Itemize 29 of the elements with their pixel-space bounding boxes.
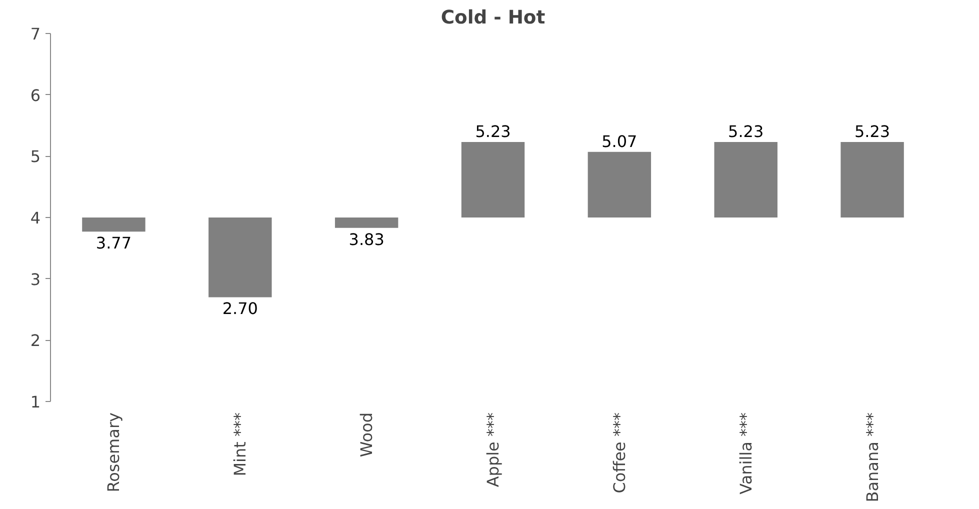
data-label: 3.77 xyxy=(96,234,132,253)
x-tick-label: Vanilla *** xyxy=(736,412,756,494)
data-label: 3.83 xyxy=(348,230,384,249)
bar xyxy=(208,218,272,298)
y-tick-label: 4 xyxy=(30,208,41,228)
bar xyxy=(334,218,398,228)
y-tick-label: 1 xyxy=(30,392,41,412)
bar xyxy=(714,142,778,218)
bar xyxy=(461,142,525,218)
data-label: 2.70 xyxy=(222,299,258,318)
y-tick-label: 5 xyxy=(30,147,41,166)
y-tick-label: 2 xyxy=(30,331,41,350)
x-tick-label: Coffee *** xyxy=(610,412,629,494)
x-tick-label: Banana *** xyxy=(862,412,882,502)
y-tick-label: 3 xyxy=(30,270,41,289)
data-label: 5.23 xyxy=(854,122,890,142)
x-tick-label: Mint *** xyxy=(230,412,250,476)
data-label: 5.23 xyxy=(475,122,511,142)
bar xyxy=(82,218,146,232)
bar xyxy=(840,142,904,218)
x-tick-label: Rosemary xyxy=(104,412,124,492)
x-tick-label: Wood xyxy=(357,412,376,458)
chart-title: Cold - Hot xyxy=(440,8,546,28)
data-label: 5.07 xyxy=(602,132,638,151)
x-tick-label: Apple *** xyxy=(484,412,502,488)
y-tick-label: 7 xyxy=(30,24,41,44)
y-tick-label: 6 xyxy=(30,86,41,105)
data-label: 5.23 xyxy=(728,122,764,142)
bar xyxy=(588,152,652,218)
